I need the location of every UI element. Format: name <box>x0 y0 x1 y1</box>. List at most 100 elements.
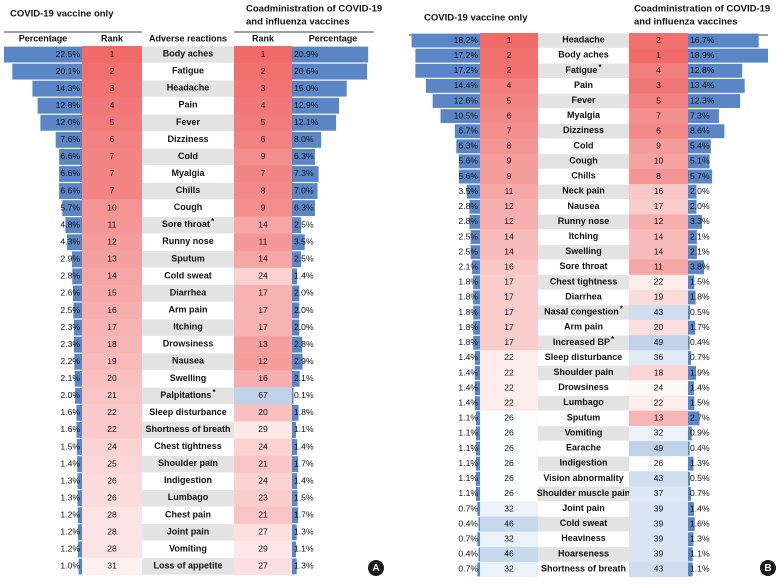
row-shade <box>142 148 234 166</box>
bar-left <box>475 456 480 471</box>
bar-right <box>292 148 315 165</box>
rank-right-label: 49 <box>654 337 664 347</box>
rank-right-label: 17 <box>258 305 268 315</box>
rank-right-label: 20 <box>258 407 268 417</box>
rank-right-label: 32 <box>654 428 664 438</box>
pct-right-label: 12.9% <box>294 100 319 110</box>
reaction-name: Neck pain <box>562 186 605 196</box>
bar-left <box>77 473 82 490</box>
reaction-name: Indigestion <box>164 476 212 486</box>
pct-left-label: 2.3% <box>60 339 80 349</box>
reaction-label: Sore throat <box>559 262 607 272</box>
bar-right <box>292 387 294 404</box>
pct-left-label: 2.3% <box>60 322 80 332</box>
bar-left <box>73 302 82 319</box>
pct-left-label: 6.3% <box>458 141 478 151</box>
pct-right-label: 3.3% <box>690 216 710 226</box>
pct-right-label: 16.7% <box>690 35 715 45</box>
pct-right-label: 2.0% <box>294 288 314 298</box>
pct-right-label: 1.4% <box>294 271 314 281</box>
row-shade <box>142 285 234 302</box>
reaction-label: Chest tightness <box>550 277 618 287</box>
rank-left-cell <box>82 472 142 490</box>
rank-right-label: 39 <box>654 518 664 528</box>
rank-left-cell <box>480 546 538 563</box>
reaction-label: Fatigue <box>172 66 204 76</box>
rank-right-cell <box>629 531 688 548</box>
rank-left-label: 26 <box>107 475 117 485</box>
rank-right-label: 27 <box>258 527 268 537</box>
pct-left-label: 17.2% <box>454 65 479 75</box>
row-shade <box>538 93 629 109</box>
bar-left <box>59 148 82 165</box>
rank-right-label: 1 <box>656 50 661 60</box>
reaction-label: Sputum <box>567 413 601 423</box>
rank-left-cell <box>480 516 538 532</box>
bar-right <box>292 46 369 63</box>
bar-left <box>77 456 82 473</box>
pct-left-label: 1.1% <box>458 473 478 483</box>
bar-left <box>474 366 480 380</box>
rank-left-label: 17 <box>504 322 514 332</box>
bar-left <box>474 350 480 365</box>
bar-right <box>292 319 300 336</box>
rank-left-cell <box>82 63 142 81</box>
rank-left-label: 28 <box>107 544 117 554</box>
rank-left-cell <box>82 148 142 166</box>
rank-left-cell <box>480 274 538 291</box>
rank-left-label: 22 <box>504 397 514 407</box>
bar-right <box>688 320 696 335</box>
rank-right-cell <box>629 380 688 396</box>
reaction-label: Fever <box>176 117 201 127</box>
pct-left-label: 18.2% <box>454 35 479 45</box>
pct-left-label: 1.4% <box>60 458 80 468</box>
rank-right-cell <box>629 169 688 185</box>
rank-right-cell <box>234 233 292 252</box>
row-shade <box>538 456 629 471</box>
pct-left-label: 1.6% <box>60 424 80 434</box>
bar-left <box>62 200 82 217</box>
bar-right <box>688 532 694 547</box>
reaction-name: Swelling <box>170 373 207 383</box>
pct-right-label: 1.3% <box>294 527 314 537</box>
rank-left-cell <box>480 410 538 427</box>
bar-right <box>688 547 693 562</box>
reaction-label: Cold sweat <box>560 518 608 528</box>
reaction-label: Neck pain <box>562 186 605 196</box>
rank-right-label: 14 <box>258 219 268 229</box>
rank-left-cell <box>480 138 538 155</box>
rank-left-cell <box>480 169 538 185</box>
rank-left-label: 19 <box>107 356 117 366</box>
rank-right-label: 5 <box>261 117 266 127</box>
reaction-name: Fever <box>571 95 596 105</box>
rank-right-cell <box>234 336 292 354</box>
pct-left-label: 2.8% <box>458 216 478 226</box>
rank-right-label: 24 <box>258 271 268 281</box>
bar-right <box>292 507 299 524</box>
bar-left <box>411 33 480 48</box>
rank-left-label: 4 <box>507 80 512 90</box>
pct-right-label: 0.4% <box>690 443 710 453</box>
rank-left-label: 1 <box>507 35 512 45</box>
rank-right-cell <box>234 284 292 303</box>
rank-left-label: 17 <box>504 292 514 302</box>
pct-right-label: 1.5% <box>294 492 314 502</box>
reaction-name: Runny nose <box>558 216 610 226</box>
reaction-label: Chills <box>571 171 596 181</box>
rank-left-cell <box>480 395 538 412</box>
pct-right-label: 12.3% <box>690 95 715 105</box>
row-shade <box>142 455 234 473</box>
bar-right <box>292 404 299 421</box>
reaction-name: Chest tightness <box>550 277 618 287</box>
reaction-label: Cold sweat <box>164 271 212 281</box>
rank-left-label: 7 <box>110 185 115 195</box>
pct-left-label: 2.9% <box>60 254 80 264</box>
rank-right-cell <box>629 561 688 578</box>
reaction-name: Chest tightness <box>154 441 222 451</box>
rank-left-label: 14 <box>107 271 117 281</box>
pct-left-label: 6.6% <box>60 185 80 195</box>
bar-right <box>292 490 298 507</box>
reaction-label: Diarrhea <box>170 288 208 298</box>
rank-left-cell <box>480 425 538 442</box>
